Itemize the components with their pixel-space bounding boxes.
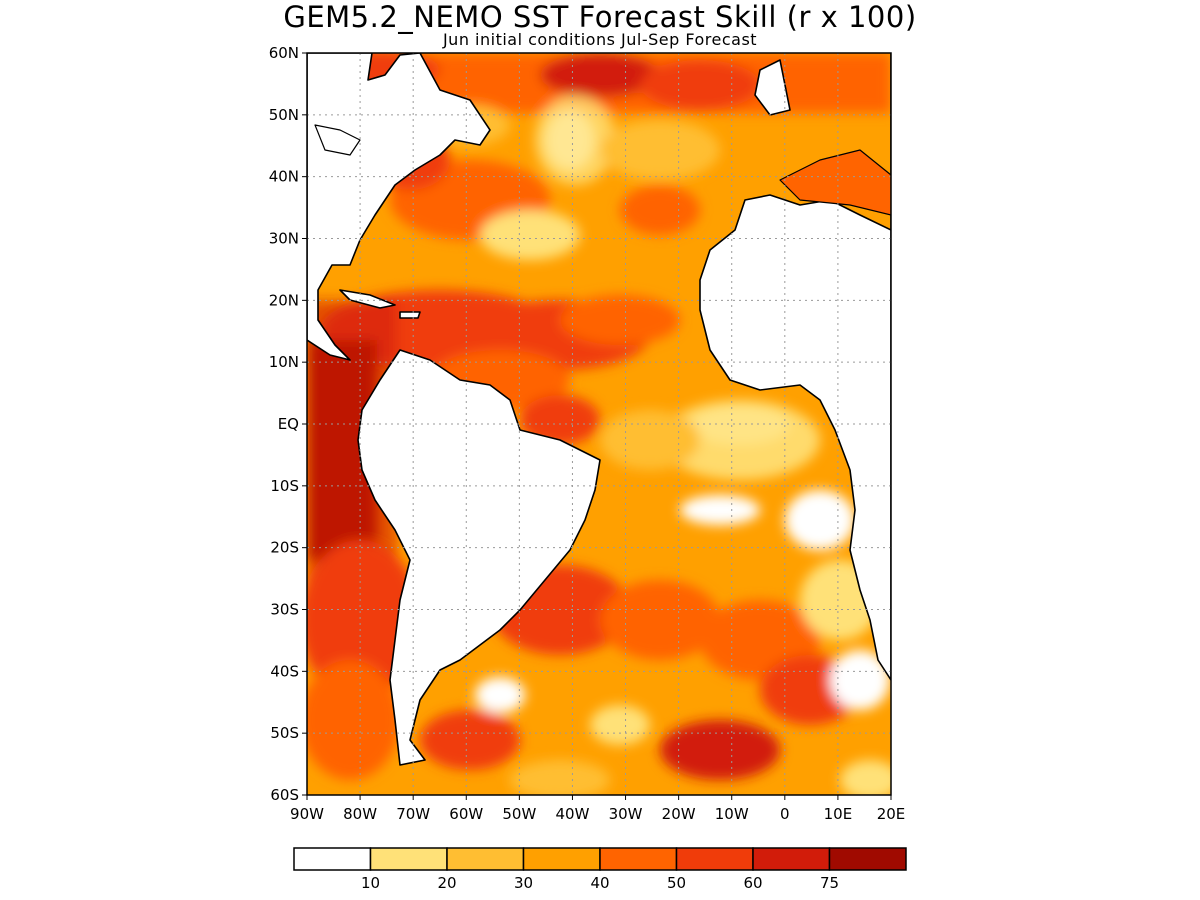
land-masses [307,53,891,766]
lon-tick-label: 10W [715,805,749,823]
lat-tick-label: 10S [270,477,299,495]
lon-axis: 90W 80W 70W 60W 50W 40W 30W 20W 10W 0 10E 20E [290,795,905,823]
lon-tick-label: 30W [609,805,643,823]
colorbar-label: 20 [437,874,456,892]
lat-tick-label: 50N [269,106,299,124]
lon-tick-label: 60W [449,805,483,823]
grid-lines [307,53,891,795]
lat-tick-label: 20S [270,539,299,557]
lat-tick-label: 30S [270,601,299,619]
colorbar-swatch [752,847,831,871]
colorbar-label: 50 [667,874,686,892]
lat-tick-label: 10N [269,353,299,371]
lon-tick-label: 0 [780,805,790,823]
lon-tick-label: 40W [555,805,589,823]
colorbar: 10 20 30 40 50 60 75 [293,847,907,892]
colorbar-swatch [446,847,525,871]
lon-tick-label: 50W [502,805,536,823]
colorbar-swatch [522,847,601,871]
africa-europe-land [699,53,891,681]
lat-tick-label: 40S [270,662,299,680]
colorbar-label: 40 [590,874,609,892]
skill-field [307,53,891,795]
sub-title: Jun initial conditions Jul-Sep Forecast [442,30,758,49]
lon-tick-label: 90W [290,805,324,823]
south-america-land [357,349,601,766]
lat-axis: 60N 50N 40N 30N 20N 10N EQ 10S 20S 30S 40S 50S 60S [269,44,307,804]
north-america-land [307,53,491,361]
lon-tick-label: 20E [877,805,906,823]
lon-tick-label: 70W [396,805,430,823]
colorbar-swatch [828,847,907,871]
colorbar-swatch [675,847,754,871]
lat-tick-label: 60N [269,44,299,62]
lat-tick-label: 20N [269,291,299,309]
lon-tick-label: 10E [824,805,853,823]
colorbar-label: 60 [743,874,762,892]
colorbar-swatch [599,847,678,871]
main-title: GEM5.2_NEMO SST Forecast Skill (r x 100) [283,0,917,34]
colorbar-label: 10 [361,874,380,892]
colorbar-label: 30 [514,874,533,892]
mediterranean-sea [779,149,891,216]
lat-tick-label: 60S [270,786,299,804]
colorbar-swatch [293,847,372,871]
lat-tick-label: 50S [270,724,299,742]
lat-tick-label: EQ [278,415,299,433]
lon-tick-label: 20W [662,805,696,823]
lat-tick-label: 40N [269,168,299,186]
lat-tick-label: 30N [269,230,299,248]
lon-tick-label: 80W [343,805,377,823]
great-lakes [314,124,361,156]
colorbar-swatch [369,847,448,871]
colorbar-label: 75 [820,874,839,892]
